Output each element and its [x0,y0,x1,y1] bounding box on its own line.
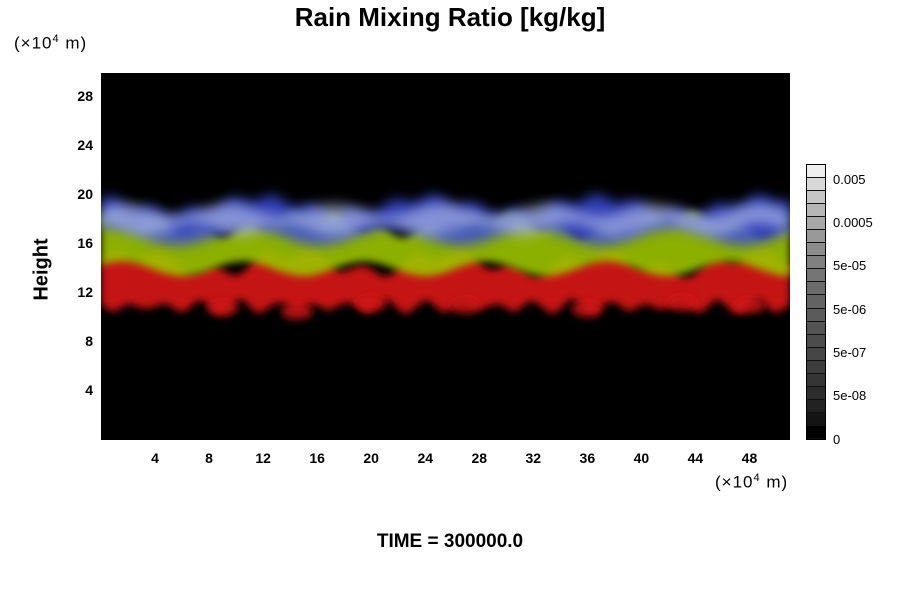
heatmap-field [101,194,790,320]
chart-title: Rain Mixing Ratio [kg/kg] [294,2,606,32]
y-tick-label: 8 [85,333,93,350]
x-tick-label: 16 [309,450,325,466]
x-tick-label: 20 [363,450,379,466]
colorbar-segment [807,347,825,361]
y-axis-unit: (×104 m) [14,33,88,53]
y-tick-label: 16 [77,235,93,252]
colorbar-segment [807,373,825,387]
colorbar-segment [807,386,825,400]
x-tick-label: 48 [741,450,758,466]
red-blob [355,294,388,311]
red-blob [733,297,766,314]
red-blob [280,303,313,320]
colorbar-segment [807,321,825,335]
red-blob [449,297,482,314]
colorbar-segment [807,308,825,322]
colorbar-segment [807,230,825,244]
x-axis-unit: (×104 m) [715,472,789,492]
colorbar-segment [807,269,825,283]
colorbar-segment [807,243,825,257]
plot-area [101,73,790,440]
colorbar-segment [807,165,825,179]
red-blob [571,301,604,318]
y-tick-label: 24 [77,137,93,154]
x-tick-label: 24 [417,450,434,466]
y-tick-label: 28 [77,88,93,105]
x-tick-label: 36 [579,450,596,466]
colorbar-label: 0 [833,432,841,447]
colorbar-segment [807,282,825,296]
red-blob [206,299,239,316]
colorbar-segment [807,217,825,231]
time-label: TIME = 300000.0 [376,531,524,552]
colorbar-segment [807,191,825,205]
x-tick-label: 44 [687,450,704,466]
colorbar-label: 0.0005 [833,215,873,230]
colorbar [806,164,826,440]
y-tick-label: 20 [77,186,93,203]
colorbar-segment [807,412,825,426]
colorbar-segment [807,178,825,192]
colorbar-segment [807,360,825,374]
y-tick-label: 4 [85,382,93,399]
colorbar-label: 5e-06 [833,302,867,317]
red-blob [665,294,698,311]
colorbar-label: 5e-07 [833,345,867,360]
x-tick-label: 4 [151,450,159,466]
x-tick-label: 12 [255,450,271,466]
x-tick-label: 32 [525,450,542,466]
y-tick-label: 12 [77,284,93,301]
x-tick-label: 8 [205,450,213,466]
colorbar-segment [807,399,825,413]
colorbar-label: 0.005 [833,172,866,187]
colorbar-label: 5e-05 [833,258,867,273]
x-tick-label: 28 [471,450,488,466]
colorbar-segment [807,204,825,218]
colorbar-segment [807,334,825,348]
colorbar-segment [807,425,825,439]
colorbar-segment [807,256,825,270]
colorbar-segment [807,295,825,309]
white-blue-layer [101,203,790,236]
colorbar-label: 5e-08 [833,388,867,403]
y-axis-label: Height [30,238,53,301]
x-tick-label: 40 [633,450,650,466]
